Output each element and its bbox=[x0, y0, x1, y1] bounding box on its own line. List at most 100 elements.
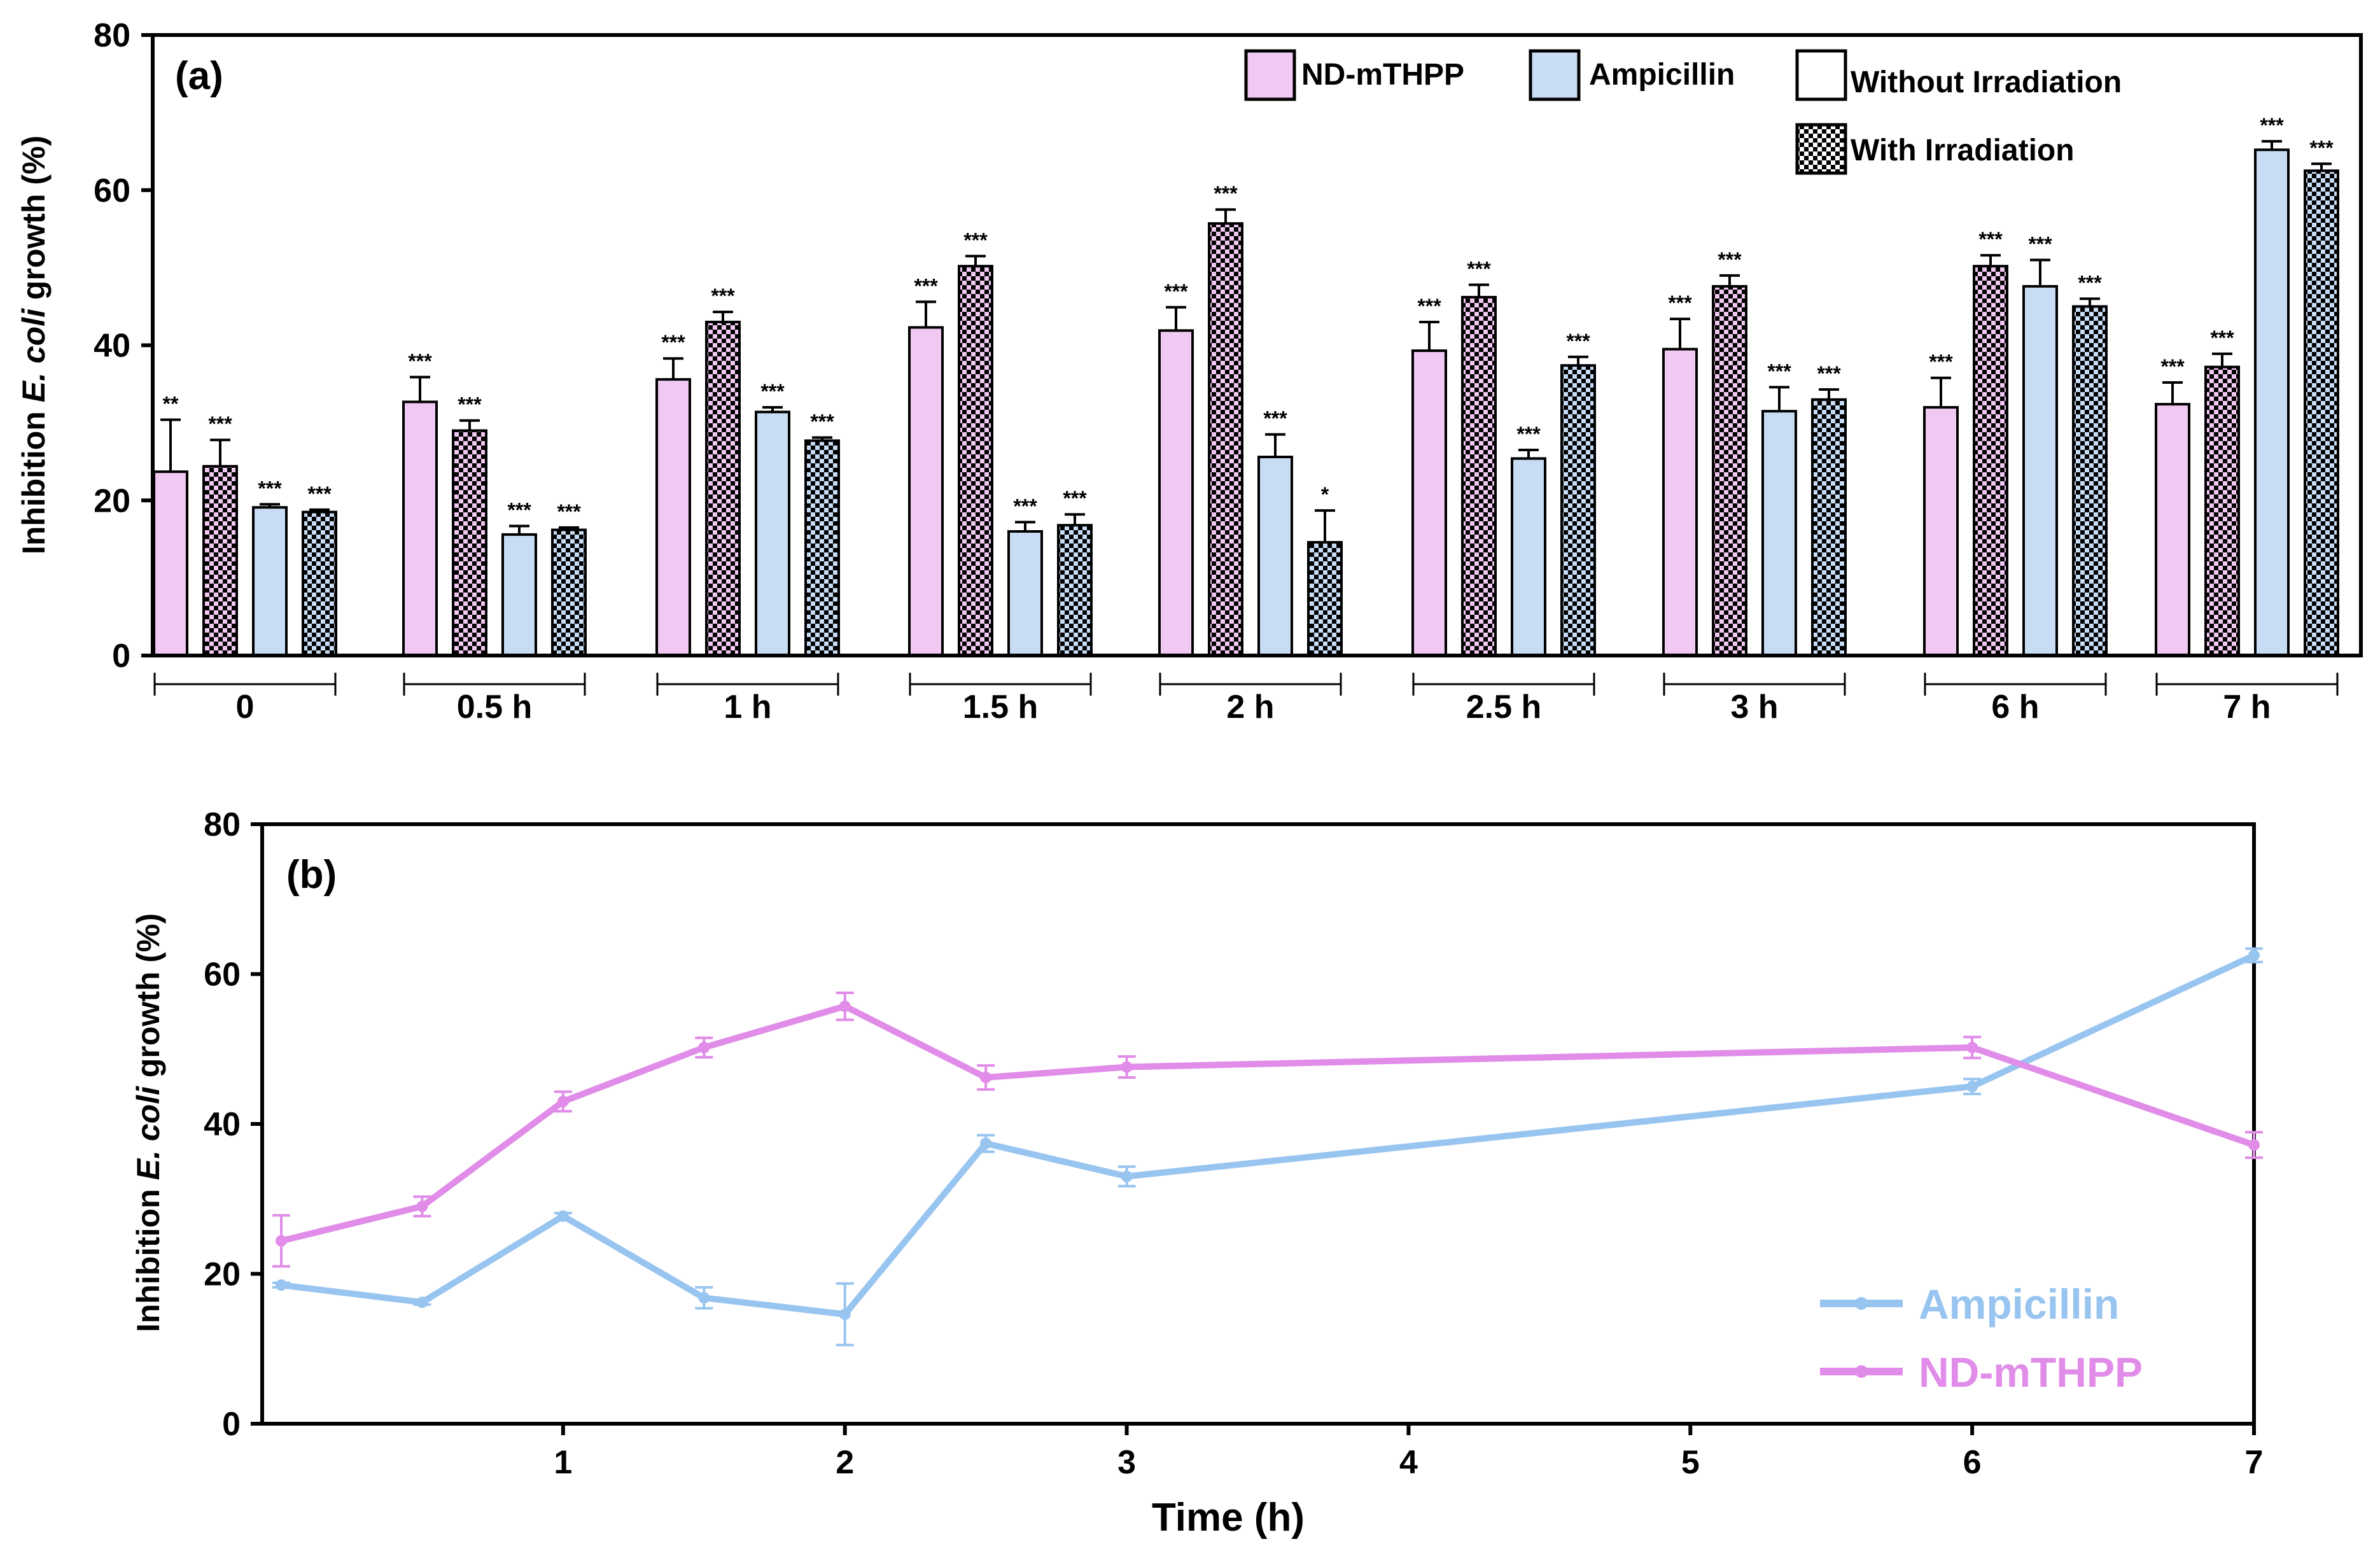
significance-label: ** bbox=[163, 393, 179, 416]
significance-label: *** bbox=[408, 349, 432, 372]
x-axis-title: Time (h) bbox=[1152, 1496, 1305, 1540]
data-point bbox=[416, 1296, 428, 1309]
significance-label: *** bbox=[2260, 114, 2284, 137]
y-axis-ticks: 0 20 40 60 80 bbox=[94, 17, 153, 675]
y-axis-title: Inhibition E. coli growth (%) bbox=[130, 913, 166, 1332]
bar bbox=[1511, 457, 1546, 657]
bar bbox=[1712, 284, 1747, 657]
y-axis-title-prefix: Inhibition bbox=[16, 402, 52, 554]
significance-label: *** bbox=[2028, 232, 2052, 255]
bar bbox=[402, 400, 438, 657]
significance-label: *** bbox=[1978, 228, 2003, 251]
significance-label: *** bbox=[1718, 248, 1742, 271]
bar bbox=[958, 265, 993, 657]
bar bbox=[202, 465, 238, 657]
category-label: 0 bbox=[236, 689, 255, 726]
bar bbox=[1662, 347, 1698, 657]
data-point bbox=[276, 1235, 287, 1247]
legend-label-nd-mthpp: ND-mTHPP bbox=[1919, 1349, 2143, 1396]
line-chart-panel: 0 20 40 60 80 1 2 3 4 5 6 7 Inhibition E. coli gro… bbox=[130, 806, 2263, 1540]
bar bbox=[804, 439, 840, 657]
bar bbox=[655, 378, 691, 657]
significance-label: *** bbox=[1063, 487, 1087, 510]
significance-label: *** bbox=[711, 284, 735, 307]
legend-swatch-without-irradiation bbox=[1795, 49, 1847, 101]
bar bbox=[1811, 398, 1847, 657]
x-tick-label: 1 bbox=[554, 1444, 572, 1481]
bar bbox=[1973, 265, 2008, 657]
x-tick-label: 2 bbox=[836, 1444, 854, 1481]
bar bbox=[1158, 329, 1194, 657]
data-point bbox=[416, 1200, 428, 1212]
x-axis-ticks: 1 2 3 4 5 6 7 bbox=[554, 1424, 2263, 1481]
bar bbox=[1208, 222, 1243, 657]
bar bbox=[1057, 524, 1093, 657]
significance-label: *** bbox=[1013, 495, 1037, 517]
bar bbox=[252, 506, 288, 657]
data-point bbox=[276, 1279, 287, 1291]
significance-label: *** bbox=[1668, 291, 1692, 314]
bar bbox=[2155, 403, 2190, 657]
significance-label: *** bbox=[557, 500, 581, 523]
bar bbox=[2204, 365, 2240, 657]
y-axis-title-suffix: growth (%) bbox=[16, 136, 52, 309]
x-tick-label: 7 bbox=[2245, 1444, 2264, 1481]
data-point bbox=[557, 1095, 569, 1107]
y-axis-title: Inhibition E. coli growth (%) bbox=[16, 136, 52, 554]
significance-label: *** bbox=[1767, 360, 1791, 382]
significance-label: *** bbox=[914, 274, 938, 297]
category-label: 2 h bbox=[1226, 689, 1274, 726]
series-line bbox=[281, 952, 2256, 1318]
x-tick-label: 6 bbox=[1963, 1444, 1982, 1481]
bar bbox=[755, 411, 790, 657]
bar bbox=[705, 320, 741, 657]
legend-label-nd-mthpp: ND-mTHPP bbox=[1301, 58, 1464, 92]
y-tick-label: 80 bbox=[94, 17, 130, 54]
plot-frame bbox=[260, 822, 2256, 1426]
significance-label: *** bbox=[760, 380, 785, 403]
line-series-group bbox=[272, 947, 2263, 1347]
bar bbox=[2022, 284, 2058, 657]
significance-label: *** bbox=[1817, 362, 1841, 385]
data-point bbox=[698, 1292, 710, 1304]
significance-label: *** bbox=[307, 482, 332, 505]
bar bbox=[452, 429, 487, 657]
panel-label: (a) bbox=[175, 54, 223, 98]
legend-marker-nd-mthpp bbox=[1855, 1365, 1868, 1378]
significance-label: *** bbox=[1929, 351, 1953, 374]
significance-label: *** bbox=[810, 411, 834, 433]
x-tick-label: 3 bbox=[1117, 1444, 1136, 1481]
significance-label: *** bbox=[458, 393, 482, 416]
data-point bbox=[839, 1000, 851, 1013]
legend: ND-mTHPP Ampicillin Without Irradiation … bbox=[1244, 49, 2122, 175]
significance-label: *** bbox=[1164, 280, 1188, 303]
category-label: 1 h bbox=[724, 689, 771, 726]
significance-label-group: *********** ****** ****** *****************… bbox=[163, 114, 2334, 523]
data-point bbox=[980, 1137, 992, 1149]
y-tick-label: 20 bbox=[94, 482, 130, 519]
bar bbox=[2304, 169, 2339, 657]
legend-swatch-with-irradiation bbox=[1795, 123, 1847, 175]
y-tick-label: 20 bbox=[204, 1256, 241, 1293]
data-point bbox=[1121, 1061, 1133, 1073]
significance-label: *** bbox=[208, 412, 232, 435]
significance-label: *** bbox=[2210, 326, 2234, 349]
y-axis-title-italic: E. coli bbox=[16, 308, 52, 402]
significance-label: *** bbox=[507, 498, 531, 521]
bar bbox=[1461, 295, 1497, 657]
line-legend: Ampicillin ND-mTHPP bbox=[1820, 1281, 2143, 1396]
series-line bbox=[280, 1003, 2255, 1244]
x-tick-label: 4 bbox=[1399, 1444, 1418, 1481]
bar bbox=[501, 533, 537, 657]
data-point bbox=[980, 1071, 992, 1083]
significance-label: *** bbox=[1417, 295, 1441, 318]
legend-marker-ampicillin bbox=[1855, 1297, 1868, 1310]
legend-label-ampicillin: Ampicillin bbox=[1589, 58, 1735, 92]
category-brackets: 0 0.5 h 1 h 1.5 h 2 h 2.5 h 3 h 6 h 7 h bbox=[153, 673, 2339, 726]
bar bbox=[1923, 406, 1959, 657]
data-point bbox=[1966, 1081, 1978, 1093]
bar bbox=[908, 326, 944, 657]
data-point bbox=[2248, 950, 2260, 962]
legend-label-ampicillin: Ampicillin bbox=[1919, 1281, 2119, 1328]
x-tick-label: 5 bbox=[1681, 1444, 1700, 1481]
